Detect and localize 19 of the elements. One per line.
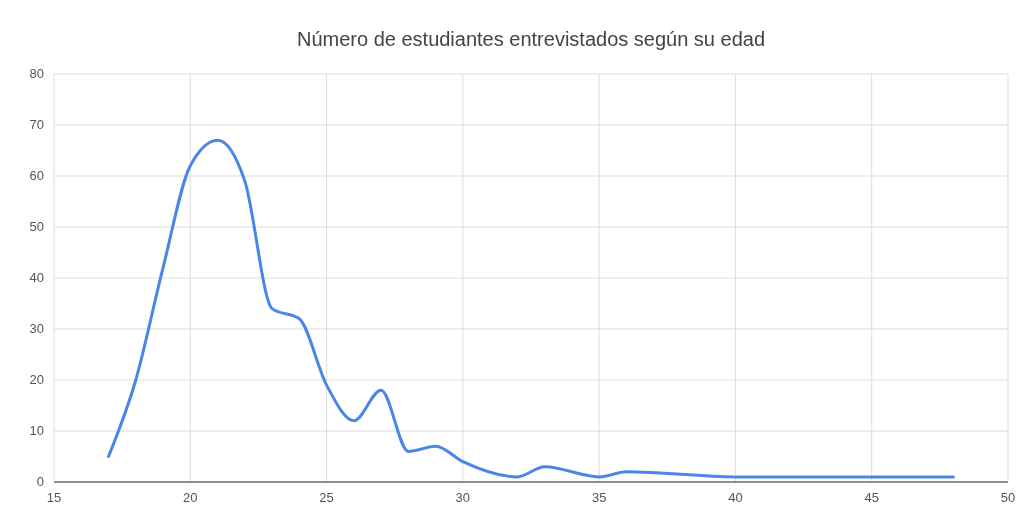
y-tick-label: 40 — [29, 270, 44, 285]
y-tick-label: 30 — [29, 321, 44, 336]
x-tick-label: 30 — [455, 490, 471, 505]
y-tick-label: 10 — [29, 423, 44, 438]
x-tick-label: 20 — [183, 490, 198, 505]
line-series — [107, 138, 955, 479]
y-tick-label: 70 — [29, 117, 44, 132]
y-tick-label: 20 — [29, 372, 44, 387]
x-tick-label: 25 — [319, 490, 334, 505]
x-tick-label: 35 — [591, 490, 607, 505]
x-tick-label: 15 — [46, 490, 62, 505]
y-tick-label: 0 — [36, 474, 44, 489]
y-tick-label: 80 — [29, 66, 44, 81]
x-tick-label: 50 — [1000, 490, 1016, 505]
y-tick-label: 50 — [29, 219, 44, 234]
chart-title: Número de estudiantes entrevistados según su edad — [296, 28, 766, 50]
x-tick-label: 45 — [864, 490, 879, 505]
x-tick-label: 40 — [728, 490, 743, 505]
y-tick-label: 60 — [29, 168, 44, 183]
